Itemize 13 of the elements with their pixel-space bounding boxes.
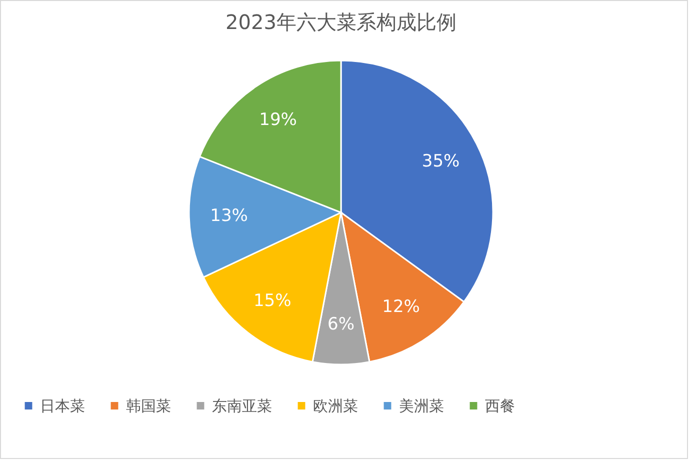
- data-label: 35%: [422, 152, 460, 172]
- legend-label: 韩国菜: [126, 396, 171, 415]
- legend-label: 东南亚菜: [212, 396, 272, 415]
- legend-label: 日本菜: [40, 396, 85, 415]
- data-label: 12%: [382, 297, 420, 318]
- data-label: 19%: [259, 110, 297, 130]
- legend-label: 西餐: [485, 396, 515, 415]
- data-label: 13%: [210, 206, 248, 226]
- data-label: 6%: [328, 314, 354, 334]
- legend-label: 欧洲菜: [313, 396, 358, 415]
- legend-label: 美洲菜: [399, 396, 444, 415]
- data-label: 15%: [253, 290, 292, 311]
- chart-title: 2023年六大菜系构成比例: [226, 10, 456, 34]
